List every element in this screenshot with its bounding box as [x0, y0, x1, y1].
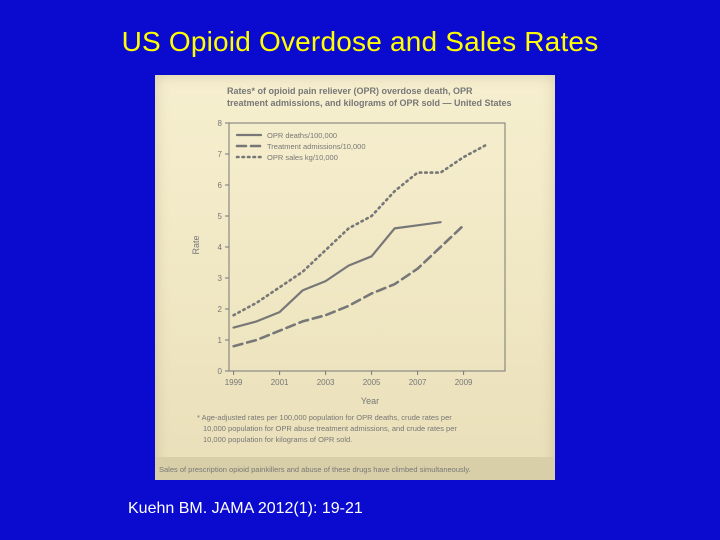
citation: Kuehn BM. JAMA 2012(1): 19-21	[128, 500, 363, 517]
legend-label-1: OPR deaths/100,000	[267, 131, 337, 140]
y-tick-label: 0	[218, 367, 223, 376]
footnote-line-3: 10,000 population for kilograms of OPR s…	[203, 435, 352, 444]
y-tick-label: 7	[218, 150, 223, 159]
y-tick-label: 5	[218, 212, 223, 221]
y-tick-label: 8	[218, 119, 223, 128]
chart-title-line-1: Rates* of opioid pain reliever (OPR) ove…	[227, 86, 473, 96]
series-line-3	[232, 143, 488, 317]
x-tick-label: 2001	[271, 378, 289, 387]
y-tick-label: 2	[218, 305, 223, 314]
series-line-1	[232, 221, 442, 329]
series-group	[232, 143, 488, 348]
footnote-line-1: * Age-adjusted rates per 100,000 populat…	[197, 413, 452, 422]
chart-title: Rates* of opioid pain reliever (OPR) ove…	[227, 86, 512, 108]
y-tick-label: 1	[218, 336, 223, 345]
legend-label-2: Treatment admissions/10,000	[267, 142, 366, 151]
y-axis-label: Rate	[191, 235, 201, 254]
x-axis-label: Year	[361, 396, 379, 406]
y-tick-label: 4	[218, 243, 223, 252]
x-tick-label: 2005	[363, 378, 381, 387]
legend-label-3: OPR sales kg/10,000	[267, 153, 338, 162]
chart-caption: Sales of prescription opioid painkillers…	[159, 465, 471, 474]
chart-photo: Rates* of opioid pain reliever (OPR) ove…	[155, 75, 555, 480]
slide-title: US Opioid Overdose and Sales Rates	[121, 26, 599, 57]
x-tick-label: 1999	[225, 378, 243, 387]
footnote-line-2: 10,000 population for OPR abuse treatmen…	[203, 424, 457, 433]
series-line-2	[232, 224, 465, 348]
x-tick-label: 2007	[409, 378, 427, 387]
x-tick-label: 2009	[455, 378, 473, 387]
chart-svg: Rates* of opioid pain reliever (OPR) ove…	[155, 86, 555, 480]
y-tick-label: 6	[218, 181, 223, 190]
axes: 0 1 2 3 4 5 6 7 8 1999 2001 2003 2005 2007 2009	[218, 119, 506, 387]
caption-bar	[155, 457, 555, 480]
legend: OPR deaths/100,000 Treatment admissions/1…	[235, 131, 366, 162]
y-tick-label: 3	[218, 274, 223, 283]
x-tick-label: 2003	[317, 378, 335, 387]
footnote: * Age-adjusted rates per 100,000 populat…	[197, 413, 457, 444]
chart-title-line-2: treatment admissions, and kilograms of O…	[227, 98, 512, 108]
